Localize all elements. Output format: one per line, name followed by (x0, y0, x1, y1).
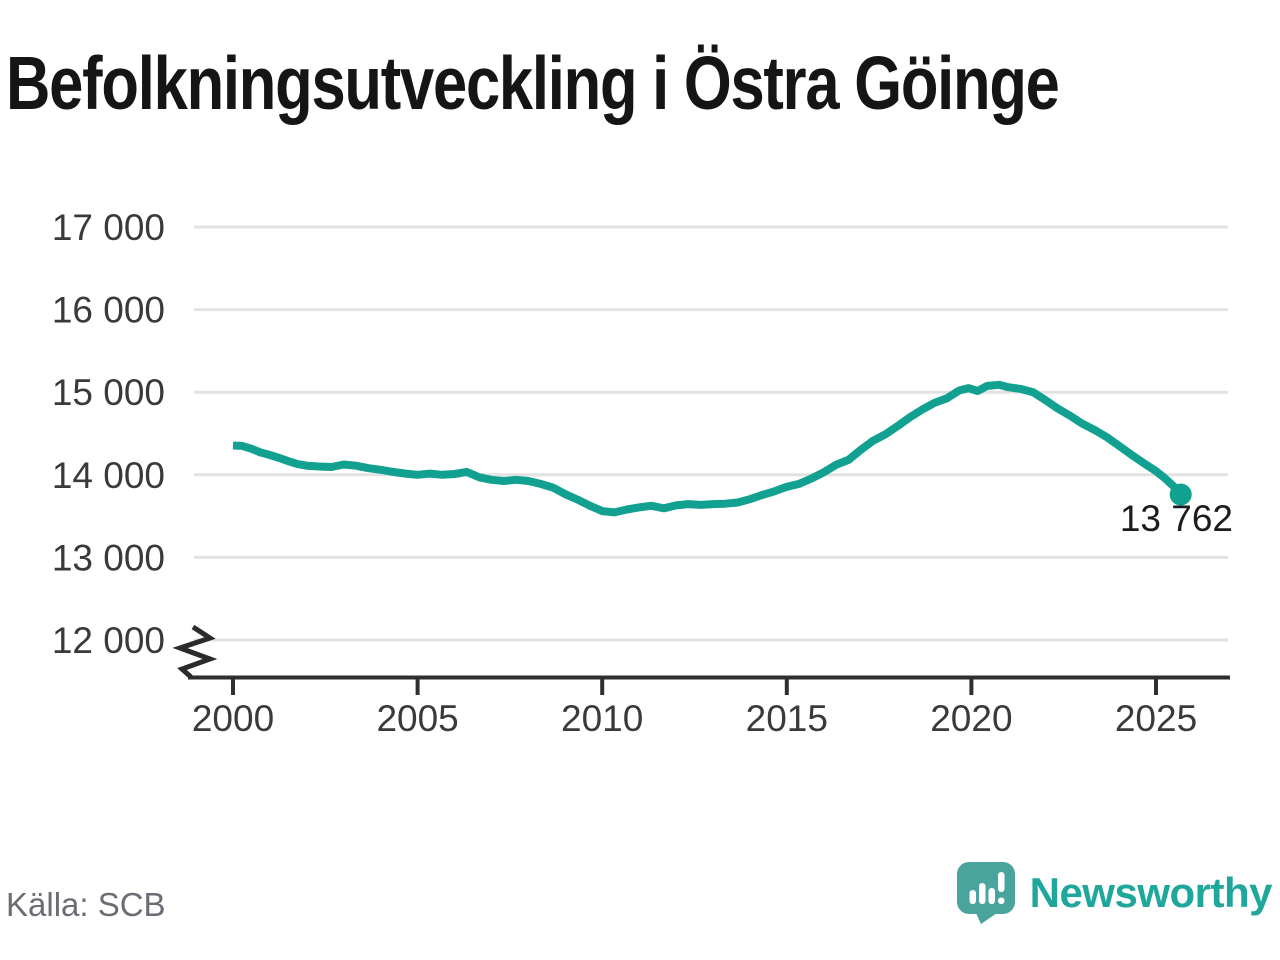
x-tick-label-2000: 2000 (192, 698, 274, 739)
x-tick-label-2025: 2025 (1115, 698, 1197, 739)
speech-bubble-shape (956, 862, 1015, 914)
y-tick-label-16000: 16 000 (52, 290, 165, 331)
y-tick-label-14000: 14 000 (52, 455, 165, 496)
gridlines (194, 225, 1228, 642)
page-title: Befolkningsutveckling i Östra Göinge (6, 41, 1060, 125)
exclamation-dot-icon (997, 897, 1005, 904)
bar-3-icon (988, 888, 995, 904)
bar-2-icon (978, 883, 986, 904)
exclamation-bar-icon (997, 872, 1005, 892)
x-axis-ticks (231, 679, 1158, 695)
x-tick-label-2020: 2020 (930, 698, 1012, 739)
y-axis-labels: 17 000 16 000 15 000 14 000 13 000 12 000 (52, 207, 165, 661)
newsworthy-logo: Newsworthy (956, 860, 1273, 926)
last-data-point-marker (1169, 483, 1192, 506)
speech-bubble-tail (974, 911, 1000, 924)
brand-wordmark: Newsworthy (1029, 869, 1273, 916)
bar-1-icon (969, 890, 976, 904)
y-axis-break-icon (172, 624, 218, 679)
y-tick-label-12000: 12 000 (52, 620, 165, 661)
y-tick-label-17000: 17 000 (52, 207, 165, 248)
population-series-line (232, 380, 1184, 517)
y-tick-label-13000: 13 000 (52, 537, 165, 578)
y-tick-label-15000: 15 000 (52, 372, 165, 413)
x-tick-label-2015: 2015 (746, 698, 828, 739)
x-axis-labels: 2000 2005 2010 2015 2020 2025 (192, 698, 1197, 739)
newsworthy-speech-bubble-icon (956, 862, 1015, 924)
source-label: Källa: SCB (6, 886, 166, 923)
x-tick-label-2005: 2005 (376, 698, 458, 739)
x-tick-label-2010: 2010 (561, 698, 643, 739)
last-value-label: 13 762 (1120, 498, 1233, 539)
